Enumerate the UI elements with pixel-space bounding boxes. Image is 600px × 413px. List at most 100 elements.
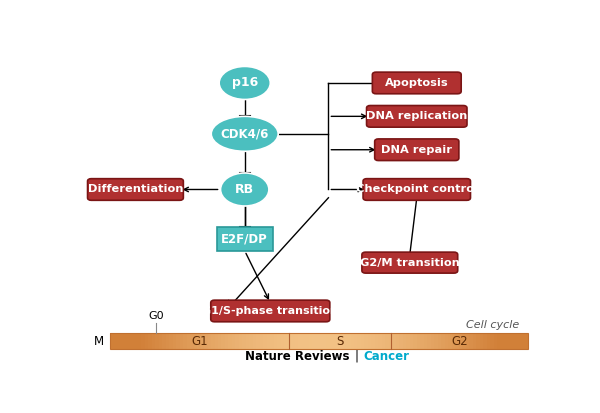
Bar (267, 333, 271, 349)
Bar (525, 333, 529, 349)
Bar (469, 333, 473, 349)
Text: G2: G2 (451, 335, 468, 348)
Bar (232, 333, 235, 349)
Bar (458, 333, 462, 349)
FancyBboxPatch shape (217, 227, 272, 251)
Bar (316, 333, 319, 349)
Bar (400, 333, 403, 349)
Bar (392, 333, 396, 349)
Text: Nature Reviews: Nature Reviews (245, 350, 349, 363)
Bar (246, 333, 250, 349)
Bar (298, 333, 302, 349)
FancyBboxPatch shape (362, 252, 458, 273)
Text: G0: G0 (149, 311, 164, 320)
Bar (253, 333, 256, 349)
Text: S: S (337, 335, 344, 348)
Bar (152, 333, 155, 349)
Bar (155, 333, 158, 349)
Text: M: M (94, 335, 104, 348)
Text: G1/S-phase transition: G1/S-phase transition (202, 306, 338, 316)
Bar (288, 333, 291, 349)
Bar (284, 333, 288, 349)
Bar (187, 333, 190, 349)
Bar (483, 333, 487, 349)
Bar (431, 333, 434, 349)
Bar (337, 333, 340, 349)
Bar (476, 333, 479, 349)
Text: G2/M transition: G2/M transition (360, 258, 460, 268)
Text: E2F/DP: E2F/DP (221, 232, 268, 245)
Text: CDK4/6: CDK4/6 (221, 127, 269, 140)
FancyBboxPatch shape (211, 300, 330, 322)
Bar (110, 333, 529, 349)
Bar (420, 333, 424, 349)
Bar (281, 333, 284, 349)
Bar (215, 333, 218, 349)
Bar (354, 333, 358, 349)
Bar (113, 333, 117, 349)
Bar (441, 333, 445, 349)
Bar (406, 333, 410, 349)
Bar (434, 333, 437, 349)
Bar (396, 333, 400, 349)
Bar (121, 333, 124, 349)
Bar (124, 333, 127, 349)
Bar (361, 333, 364, 349)
Bar (326, 333, 329, 349)
Bar (448, 333, 452, 349)
Bar (239, 333, 242, 349)
Bar (221, 333, 225, 349)
Bar (208, 333, 211, 349)
Text: p16: p16 (232, 76, 258, 90)
Bar (271, 333, 274, 349)
Bar (218, 333, 221, 349)
Bar (358, 333, 361, 349)
Ellipse shape (211, 116, 278, 151)
Bar (110, 333, 113, 349)
Bar (452, 333, 455, 349)
Bar (179, 333, 183, 349)
Bar (295, 333, 298, 349)
Bar (197, 333, 200, 349)
Bar (148, 333, 152, 349)
Bar (117, 333, 121, 349)
Bar (521, 333, 525, 349)
Bar (427, 333, 431, 349)
Bar (511, 333, 514, 349)
Bar (344, 333, 347, 349)
Bar (162, 333, 166, 349)
Bar (319, 333, 323, 349)
Bar (225, 333, 229, 349)
Bar (364, 333, 368, 349)
Bar (413, 333, 417, 349)
Bar (500, 333, 504, 349)
Bar (403, 333, 406, 349)
Bar (260, 333, 263, 349)
Bar (308, 333, 312, 349)
Text: Cancer: Cancer (364, 350, 409, 363)
Bar (312, 333, 316, 349)
Bar (490, 333, 493, 349)
Text: RB: RB (235, 183, 254, 196)
Bar (166, 333, 169, 349)
Text: DNA repair: DNA repair (381, 145, 452, 155)
Bar (493, 333, 497, 349)
Bar (263, 333, 267, 349)
Bar (194, 333, 197, 349)
Bar (131, 333, 134, 349)
Bar (424, 333, 427, 349)
Bar (158, 333, 162, 349)
Bar (382, 333, 385, 349)
Bar (329, 333, 333, 349)
Bar (455, 333, 458, 349)
Bar (389, 333, 392, 349)
Bar (138, 333, 141, 349)
Bar (497, 333, 500, 349)
Bar (302, 333, 305, 349)
Bar (466, 333, 469, 349)
Ellipse shape (219, 66, 271, 100)
Bar (410, 333, 413, 349)
FancyBboxPatch shape (88, 179, 184, 200)
Bar (211, 333, 215, 349)
Bar (277, 333, 281, 349)
